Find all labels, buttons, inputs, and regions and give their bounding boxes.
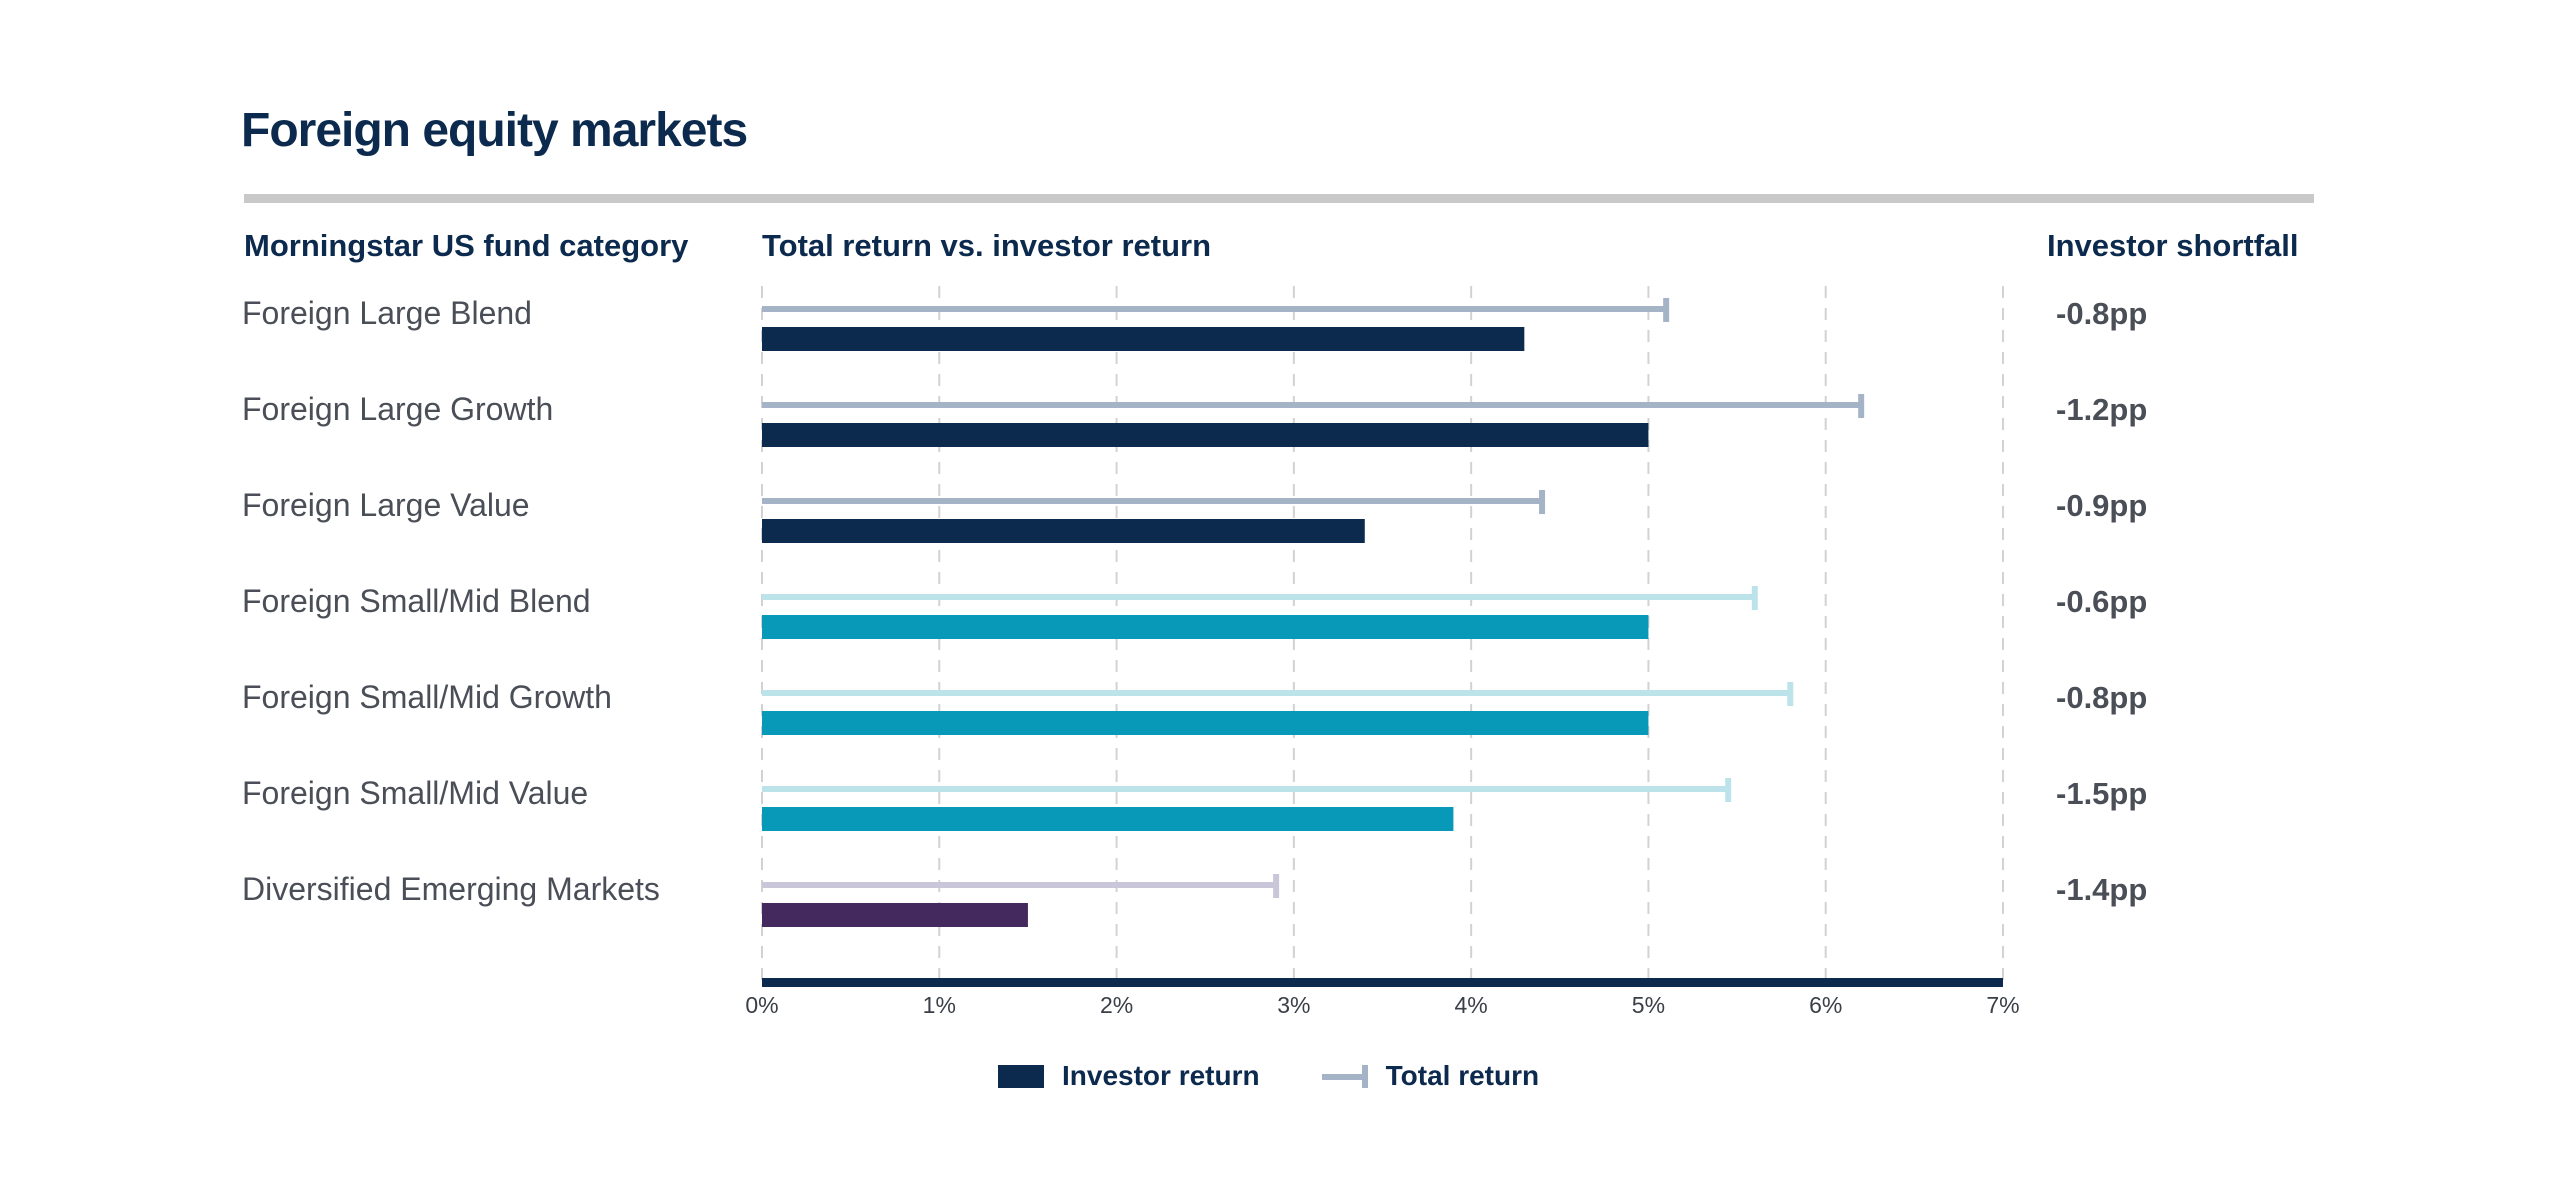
legend-bar-swatch	[998, 1064, 1044, 1088]
shortfall-value: -1.4pp	[2056, 872, 2147, 907]
total-return-line	[762, 882, 1277, 888]
total-return-line	[762, 402, 1862, 408]
total-return-cap	[1539, 490, 1546, 514]
shortfall-value: -1.5pp	[2056, 776, 2147, 811]
shortfall-value: -1.2pp	[2056, 392, 2147, 427]
investor-return-bar	[762, 327, 1525, 351]
category-label: Diversified Emerging Markets	[242, 871, 660, 907]
shortfall-value: -0.6pp	[2056, 584, 2147, 619]
investor-return-bar	[762, 423, 1649, 447]
category-label: Foreign Small/Mid Growth	[242, 679, 612, 715]
legend-line-swatch	[1321, 1064, 1368, 1088]
legend-item-investor-return: Investor return	[998, 1060, 1260, 1092]
shortfall-value: -0.8pp	[2056, 296, 2147, 331]
legend-item-total-return: Total return	[1321, 1060, 1540, 1092]
category-label: Foreign Large Blend	[242, 295, 532, 331]
chart-title: Foreign equity markets	[241, 104, 748, 157]
x-tick-label: 7%	[1986, 992, 2019, 1018]
shortfall-value: -0.8pp	[2056, 680, 2147, 715]
category-label: Foreign Large Growth	[242, 391, 553, 427]
x-axis-line	[762, 978, 2003, 987]
category-label: Foreign Small/Mid Value	[242, 775, 588, 811]
total-return-line	[762, 498, 1543, 504]
total-return-line	[762, 594, 1755, 600]
x-tick-label: 2%	[1100, 992, 1133, 1018]
total-return-cap	[1725, 778, 1732, 802]
total-return-line	[762, 690, 1791, 696]
legend-label-total-return: Total return	[1385, 1060, 1540, 1091]
shortfall-value: -0.9pp	[2056, 488, 2147, 523]
investor-return-bar	[762, 615, 1649, 639]
x-tick-label: 5%	[1632, 992, 1665, 1018]
total-return-cap	[1663, 298, 1670, 322]
total-return-cap	[1858, 394, 1865, 418]
shortfall-column-header: Investor shortfall	[2047, 228, 2299, 263]
total-return-cap	[1751, 586, 1758, 610]
total-return-line	[762, 306, 1667, 312]
title-rule	[244, 194, 2314, 203]
x-tick-label: 6%	[1809, 992, 1842, 1018]
total-return-cap	[1787, 682, 1794, 706]
chart-legend: Investor return Total return	[998, 1060, 1601, 1092]
investor-return-bar	[762, 903, 1028, 927]
total-return-cap	[1273, 874, 1280, 898]
x-tick-label: 3%	[1277, 992, 1310, 1018]
legend-label-investor-return: Investor return	[1062, 1060, 1260, 1091]
x-tick-label: 0%	[745, 992, 778, 1018]
category-label: Foreign Small/Mid Blend	[242, 583, 591, 619]
chart-column-header: Total return vs. investor return	[762, 228, 1212, 263]
investor-return-bar	[762, 711, 1649, 735]
x-tick-label: 1%	[923, 992, 956, 1018]
category-label: Foreign Large Value	[242, 487, 530, 523]
category-column-header: Morningstar US fund category	[244, 228, 689, 263]
investor-return-bar	[762, 807, 1454, 831]
x-tick-label: 4%	[1455, 992, 1488, 1018]
investor-return-bar	[762, 519, 1365, 543]
total-return-line	[762, 786, 1729, 792]
